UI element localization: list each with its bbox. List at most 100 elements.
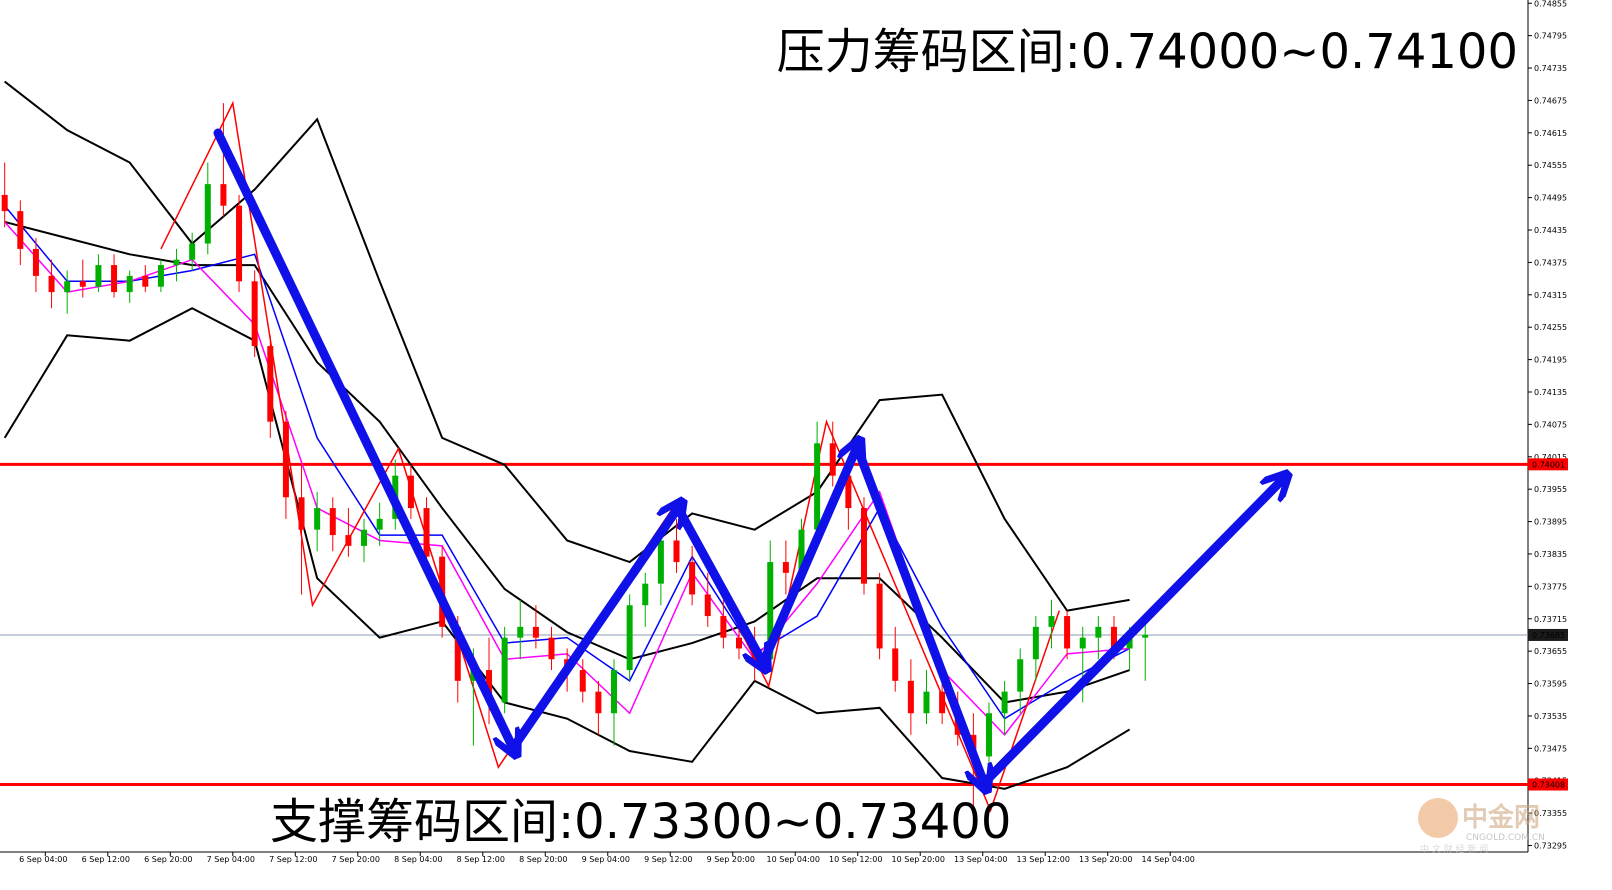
candle-body <box>876 583 883 649</box>
candle-body <box>48 275 55 293</box>
candle-body <box>673 540 680 563</box>
candle-body <box>1064 616 1071 649</box>
y-tick-label: 0.74255 <box>1534 323 1567 332</box>
y-tick-label: 0.73595 <box>1534 680 1567 689</box>
x-tick-label: 6 Sep 20:00 <box>144 855 192 864</box>
candle-body <box>1017 659 1024 692</box>
x-tick-label: 14 Sep 04:00 <box>1142 855 1195 864</box>
price-label-bg <box>1528 778 1568 791</box>
y-tick-label: 0.73655 <box>1534 647 1567 656</box>
candle-body <box>361 529 368 546</box>
candle-body <box>1001 691 1008 714</box>
candle-body <box>548 637 555 660</box>
candle-body <box>32 248 39 276</box>
resistance-annotation: 压力筹码区间:0.74000~0.74100 <box>777 24 1518 80</box>
arrow <box>213 128 513 748</box>
candle-body <box>907 680 914 714</box>
arrow <box>508 508 678 753</box>
candle-body <box>985 713 992 757</box>
y-tick-label: 0.73475 <box>1534 744 1567 753</box>
x-tick-label: 9 Sep 04:00 <box>582 855 630 864</box>
candle-body <box>689 562 696 595</box>
candle-body <box>345 535 352 546</box>
candle-body <box>798 529 805 573</box>
x-tick-label: 8 Sep 20:00 <box>519 855 567 864</box>
arrow <box>758 447 857 668</box>
x-tick-label: 7 Sep 04:00 <box>207 855 255 864</box>
candle-body <box>1 194 8 212</box>
arrow <box>673 503 763 663</box>
price-label: 0.73685 <box>1532 631 1565 640</box>
x-tick-label: 7 Sep 20:00 <box>332 855 380 864</box>
y-tick-label: 0.74435 <box>1534 226 1567 235</box>
candle-body <box>720 616 727 638</box>
candle-body <box>517 626 524 638</box>
candle-body <box>329 508 336 536</box>
y-tick-label: 0.74555 <box>1534 161 1567 170</box>
arrow <box>979 480 1282 788</box>
candle-body <box>501 637 508 703</box>
candle-body <box>767 562 774 660</box>
candle-body <box>454 626 461 681</box>
candle-body <box>1142 634 1149 638</box>
x-tick-label: 10 Sep 12:00 <box>829 855 882 864</box>
y-tick-label: 0.73895 <box>1534 518 1567 527</box>
candle-body <box>642 583 649 606</box>
watermark-tagline: 中 文 财 经 新 闻 <box>1420 843 1488 855</box>
y-tick-label: 0.73715 <box>1534 615 1567 624</box>
x-tick-label: 6 Sep 04:00 <box>19 855 67 864</box>
y-tick-label: 0.74015 <box>1534 453 1567 462</box>
y-tick-label: 0.74615 <box>1534 129 1567 138</box>
candle-body <box>595 691 602 714</box>
candle-body <box>79 281 86 287</box>
x-tick-label: 10 Sep 20:00 <box>892 855 945 864</box>
price-label-bg <box>1528 458 1568 471</box>
candle-body <box>579 670 586 692</box>
x-tick-label: 7 Sep 12:00 <box>269 855 317 864</box>
candle-body <box>829 443 836 476</box>
x-tick-label: 9 Sep 20:00 <box>707 855 755 864</box>
candle-body <box>704 594 711 617</box>
y-tick-label: 0.74495 <box>1534 194 1567 203</box>
candle-body <box>142 275 149 287</box>
candle-body <box>657 540 664 584</box>
y-tick-label: 0.74375 <box>1534 258 1567 267</box>
candle-body <box>173 259 180 266</box>
y-tick-label: 0.73355 <box>1534 809 1567 818</box>
candle-body <box>157 265 164 287</box>
y-tick-label: 0.73835 <box>1534 550 1567 559</box>
y-tick-label: 0.74195 <box>1534 356 1567 365</box>
price-label: 0.74001 <box>1532 460 1565 469</box>
candle-body <box>126 275 133 293</box>
candle-body <box>532 626 539 638</box>
candle-body <box>251 281 258 347</box>
y-tick-label: 0.74735 <box>1534 64 1567 73</box>
candle-body <box>1110 626 1117 649</box>
y-tick-label: 0.74795 <box>1534 32 1567 41</box>
indicator-line <box>4 205 1130 720</box>
indicator-line <box>4 220 1130 704</box>
candle-body <box>17 211 24 249</box>
x-tick-label: 13 Sep 04:00 <box>954 855 1007 864</box>
indicator-line <box>4 80 1130 612</box>
candle-body <box>423 508 430 557</box>
x-tick-label: 13 Sep 12:00 <box>1017 855 1070 864</box>
price-label: 0.73408 <box>1532 781 1565 790</box>
candle-body <box>486 670 493 703</box>
candle-body <box>1032 626 1039 660</box>
x-tick-label: 10 Sep 04:00 <box>767 855 820 864</box>
y-tick-label: 0.74675 <box>1534 96 1567 105</box>
indicator-line <box>3 307 1131 790</box>
candle-body <box>111 265 118 293</box>
candle-body <box>282 421 289 498</box>
candle-body <box>736 637 743 649</box>
price-label-bg <box>1528 628 1568 641</box>
candle-body <box>845 475 852 509</box>
candle-body <box>939 691 946 714</box>
trend-arrows <box>213 128 1282 788</box>
candle-body <box>267 346 274 422</box>
x-tick-label: 8 Sep 12:00 <box>457 855 505 864</box>
y-tick-label: 0.74855 <box>1534 0 1567 8</box>
